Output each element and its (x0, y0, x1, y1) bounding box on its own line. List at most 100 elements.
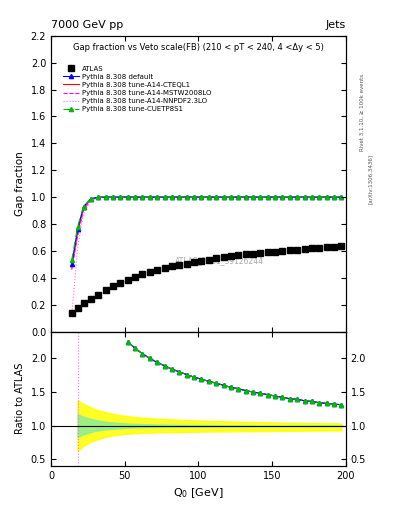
Pythia 8.308 default (170, 194, 174, 200)
Pythia 8.308 default (96, 194, 101, 200)
Pythia 8.308 tune-A14-NNPDF2.3LO (192, 194, 196, 200)
Pythia 8.308 tune-A14-CTEQL1 (324, 194, 329, 200)
Pythia 8.308 tune-CUETP8S1 (236, 194, 241, 200)
Pythia 8.308 tune-CUETP8S1 (339, 194, 344, 200)
Pythia 8.308 tune-A14-NNPDF2.3LO (280, 194, 285, 200)
Pythia 8.308 tune-A14-CTEQL1 (251, 194, 255, 200)
Pythia 8.308 default (155, 194, 160, 200)
Pythia 8.308 tune-A14-CTEQL1 (103, 194, 108, 200)
Pythia 8.308 tune-CUETP8S1 (81, 203, 86, 209)
Pythia 8.308 tune-A14-NNPDF2.3LO (265, 194, 270, 200)
Pythia 8.308 tune-A14-NNPDF2.3LO (302, 194, 307, 200)
Pythia 8.308 tune-CUETP8S1 (75, 224, 80, 230)
Pythia 8.308 default (111, 194, 116, 200)
Line: Pythia 8.308 default: Pythia 8.308 default (70, 195, 343, 266)
Pythia 8.308 default (133, 194, 138, 200)
Pythia 8.308 default (229, 194, 233, 200)
Pythia 8.308 tune-CUETP8S1 (310, 194, 314, 200)
Line: Pythia 8.308 tune-A14-NNPDF2.3LO: Pythia 8.308 tune-A14-NNPDF2.3LO (72, 197, 342, 315)
Pythia 8.308 tune-A14-NNPDF2.3LO (147, 194, 152, 200)
Pythia 8.308 tune-A14-MSTW2008LO (221, 194, 226, 200)
Pythia 8.308 tune-CUETP8S1 (162, 194, 167, 200)
Pythia 8.308 tune-A14-NNPDF2.3LO (140, 194, 145, 200)
Pythia 8.308 tune-CUETP8S1 (140, 194, 145, 200)
Pythia 8.308 tune-CUETP8S1 (147, 194, 152, 200)
Pythia 8.308 default (184, 194, 189, 200)
Pythia 8.308 tune-CUETP8S1 (170, 194, 174, 200)
Pythia 8.308 tune-CUETP8S1 (184, 194, 189, 200)
Line: Pythia 8.308 tune-CUETP8S1: Pythia 8.308 tune-CUETP8S1 (70, 195, 343, 262)
Pythia 8.308 tune-CUETP8S1 (295, 194, 299, 200)
Pythia 8.308 tune-A14-NNPDF2.3LO (96, 195, 101, 201)
X-axis label: Q$_0$ [GeV]: Q$_0$ [GeV] (173, 486, 224, 500)
Pythia 8.308 tune-A14-CTEQL1 (81, 205, 86, 211)
Pythia 8.308 tune-A14-MSTW2008LO (317, 194, 322, 200)
Pythia 8.308 tune-A14-CTEQL1 (258, 194, 263, 200)
Pythia 8.308 tune-A14-CTEQL1 (155, 194, 160, 200)
Text: [arXiv:1306.3436]: [arXiv:1306.3436] (367, 154, 373, 204)
Pythia 8.308 tune-A14-MSTW2008LO (258, 194, 263, 200)
Pythia 8.308 tune-A14-MSTW2008LO (206, 194, 211, 200)
Pythia 8.308 tune-CUETP8S1 (133, 194, 138, 200)
Pythia 8.308 default (75, 226, 80, 232)
Pythia 8.308 tune-A14-CTEQL1 (280, 194, 285, 200)
Pythia 8.308 tune-A14-NNPDF2.3LO (295, 194, 299, 200)
Pythia 8.308 tune-A14-NNPDF2.3LO (214, 194, 219, 200)
Pythia 8.308 default (162, 194, 167, 200)
Pythia 8.308 tune-CUETP8S1 (324, 194, 329, 200)
Pythia 8.308 tune-CUETP8S1 (118, 194, 123, 200)
Text: Gap fraction vs Veto scale(FB) (210 < pT < 240, 4 <Δy < 5): Gap fraction vs Veto scale(FB) (210 < pT… (73, 43, 324, 52)
Pythia 8.308 tune-A14-MSTW2008LO (155, 194, 160, 200)
Pythia 8.308 tune-A14-MSTW2008LO (273, 194, 277, 200)
Pythia 8.308 default (125, 194, 130, 200)
Pythia 8.308 tune-A14-MSTW2008LO (280, 194, 285, 200)
Pythia 8.308 tune-A14-MSTW2008LO (170, 194, 174, 200)
Pythia 8.308 tune-CUETP8S1 (280, 194, 285, 200)
Pythia 8.308 tune-A14-NNPDF2.3LO (184, 194, 189, 200)
Pythia 8.308 tune-A14-NNPDF2.3LO (69, 312, 74, 318)
Pythia 8.308 tune-A14-CTEQL1 (214, 194, 219, 200)
Pythia 8.308 tune-A14-CTEQL1 (295, 194, 299, 200)
Pythia 8.308 tune-CUETP8S1 (332, 194, 336, 200)
Pythia 8.308 tune-A14-MSTW2008LO (111, 194, 116, 200)
Pythia 8.308 tune-CUETP8S1 (221, 194, 226, 200)
Pythia 8.308 tune-CUETP8S1 (243, 194, 248, 200)
Pythia 8.308 tune-A14-MSTW2008LO (88, 196, 93, 202)
Y-axis label: Ratio to ATLAS: Ratio to ATLAS (15, 363, 25, 434)
Pythia 8.308 tune-A14-NNPDF2.3LO (324, 194, 329, 200)
Pythia 8.308 default (302, 194, 307, 200)
Pythia 8.308 tune-A14-MSTW2008LO (103, 194, 108, 200)
Pythia 8.308 default (214, 194, 219, 200)
Pythia 8.308 default (339, 194, 344, 200)
Pythia 8.308 default (317, 194, 322, 200)
Pythia 8.308 tune-A14-NNPDF2.3LO (162, 194, 167, 200)
Pythia 8.308 tune-A14-CTEQL1 (69, 264, 74, 270)
Pythia 8.308 tune-A14-NNPDF2.3LO (288, 194, 292, 200)
Pythia 8.308 tune-A14-NNPDF2.3LO (133, 194, 138, 200)
Pythia 8.308 tune-CUETP8S1 (265, 194, 270, 200)
Text: Rivet 3.1.10, ≥ 100k events: Rivet 3.1.10, ≥ 100k events (360, 74, 365, 151)
Pythia 8.308 tune-A14-NNPDF2.3LO (206, 194, 211, 200)
Pythia 8.308 tune-A14-MSTW2008LO (69, 267, 74, 273)
Pythia 8.308 default (295, 194, 299, 200)
Pythia 8.308 tune-A14-CTEQL1 (192, 194, 196, 200)
Pythia 8.308 tune-A14-CTEQL1 (75, 229, 80, 235)
Pythia 8.308 default (192, 194, 196, 200)
Pythia 8.308 tune-A14-CTEQL1 (147, 194, 152, 200)
Pythia 8.308 tune-A14-MSTW2008LO (147, 194, 152, 200)
Pythia 8.308 default (273, 194, 277, 200)
Pythia 8.308 tune-CUETP8S1 (288, 194, 292, 200)
Pythia 8.308 tune-CUETP8S1 (258, 194, 263, 200)
Pythia 8.308 tune-CUETP8S1 (125, 194, 130, 200)
Pythia 8.308 tune-A14-MSTW2008LO (243, 194, 248, 200)
Text: 7000 GeV pp: 7000 GeV pp (51, 20, 123, 30)
Pythia 8.308 tune-A14-CTEQL1 (243, 194, 248, 200)
Pythia 8.308 tune-A14-CTEQL1 (288, 194, 292, 200)
Pythia 8.308 default (81, 203, 86, 209)
Pythia 8.308 tune-A14-NNPDF2.3LO (81, 210, 86, 216)
Pythia 8.308 tune-A14-MSTW2008LO (192, 194, 196, 200)
Pythia 8.308 tune-A14-MSTW2008LO (339, 194, 344, 200)
Pythia 8.308 tune-A14-MSTW2008LO (310, 194, 314, 200)
Pythia 8.308 tune-A14-CTEQL1 (317, 194, 322, 200)
Pythia 8.308 tune-A14-MSTW2008LO (162, 194, 167, 200)
